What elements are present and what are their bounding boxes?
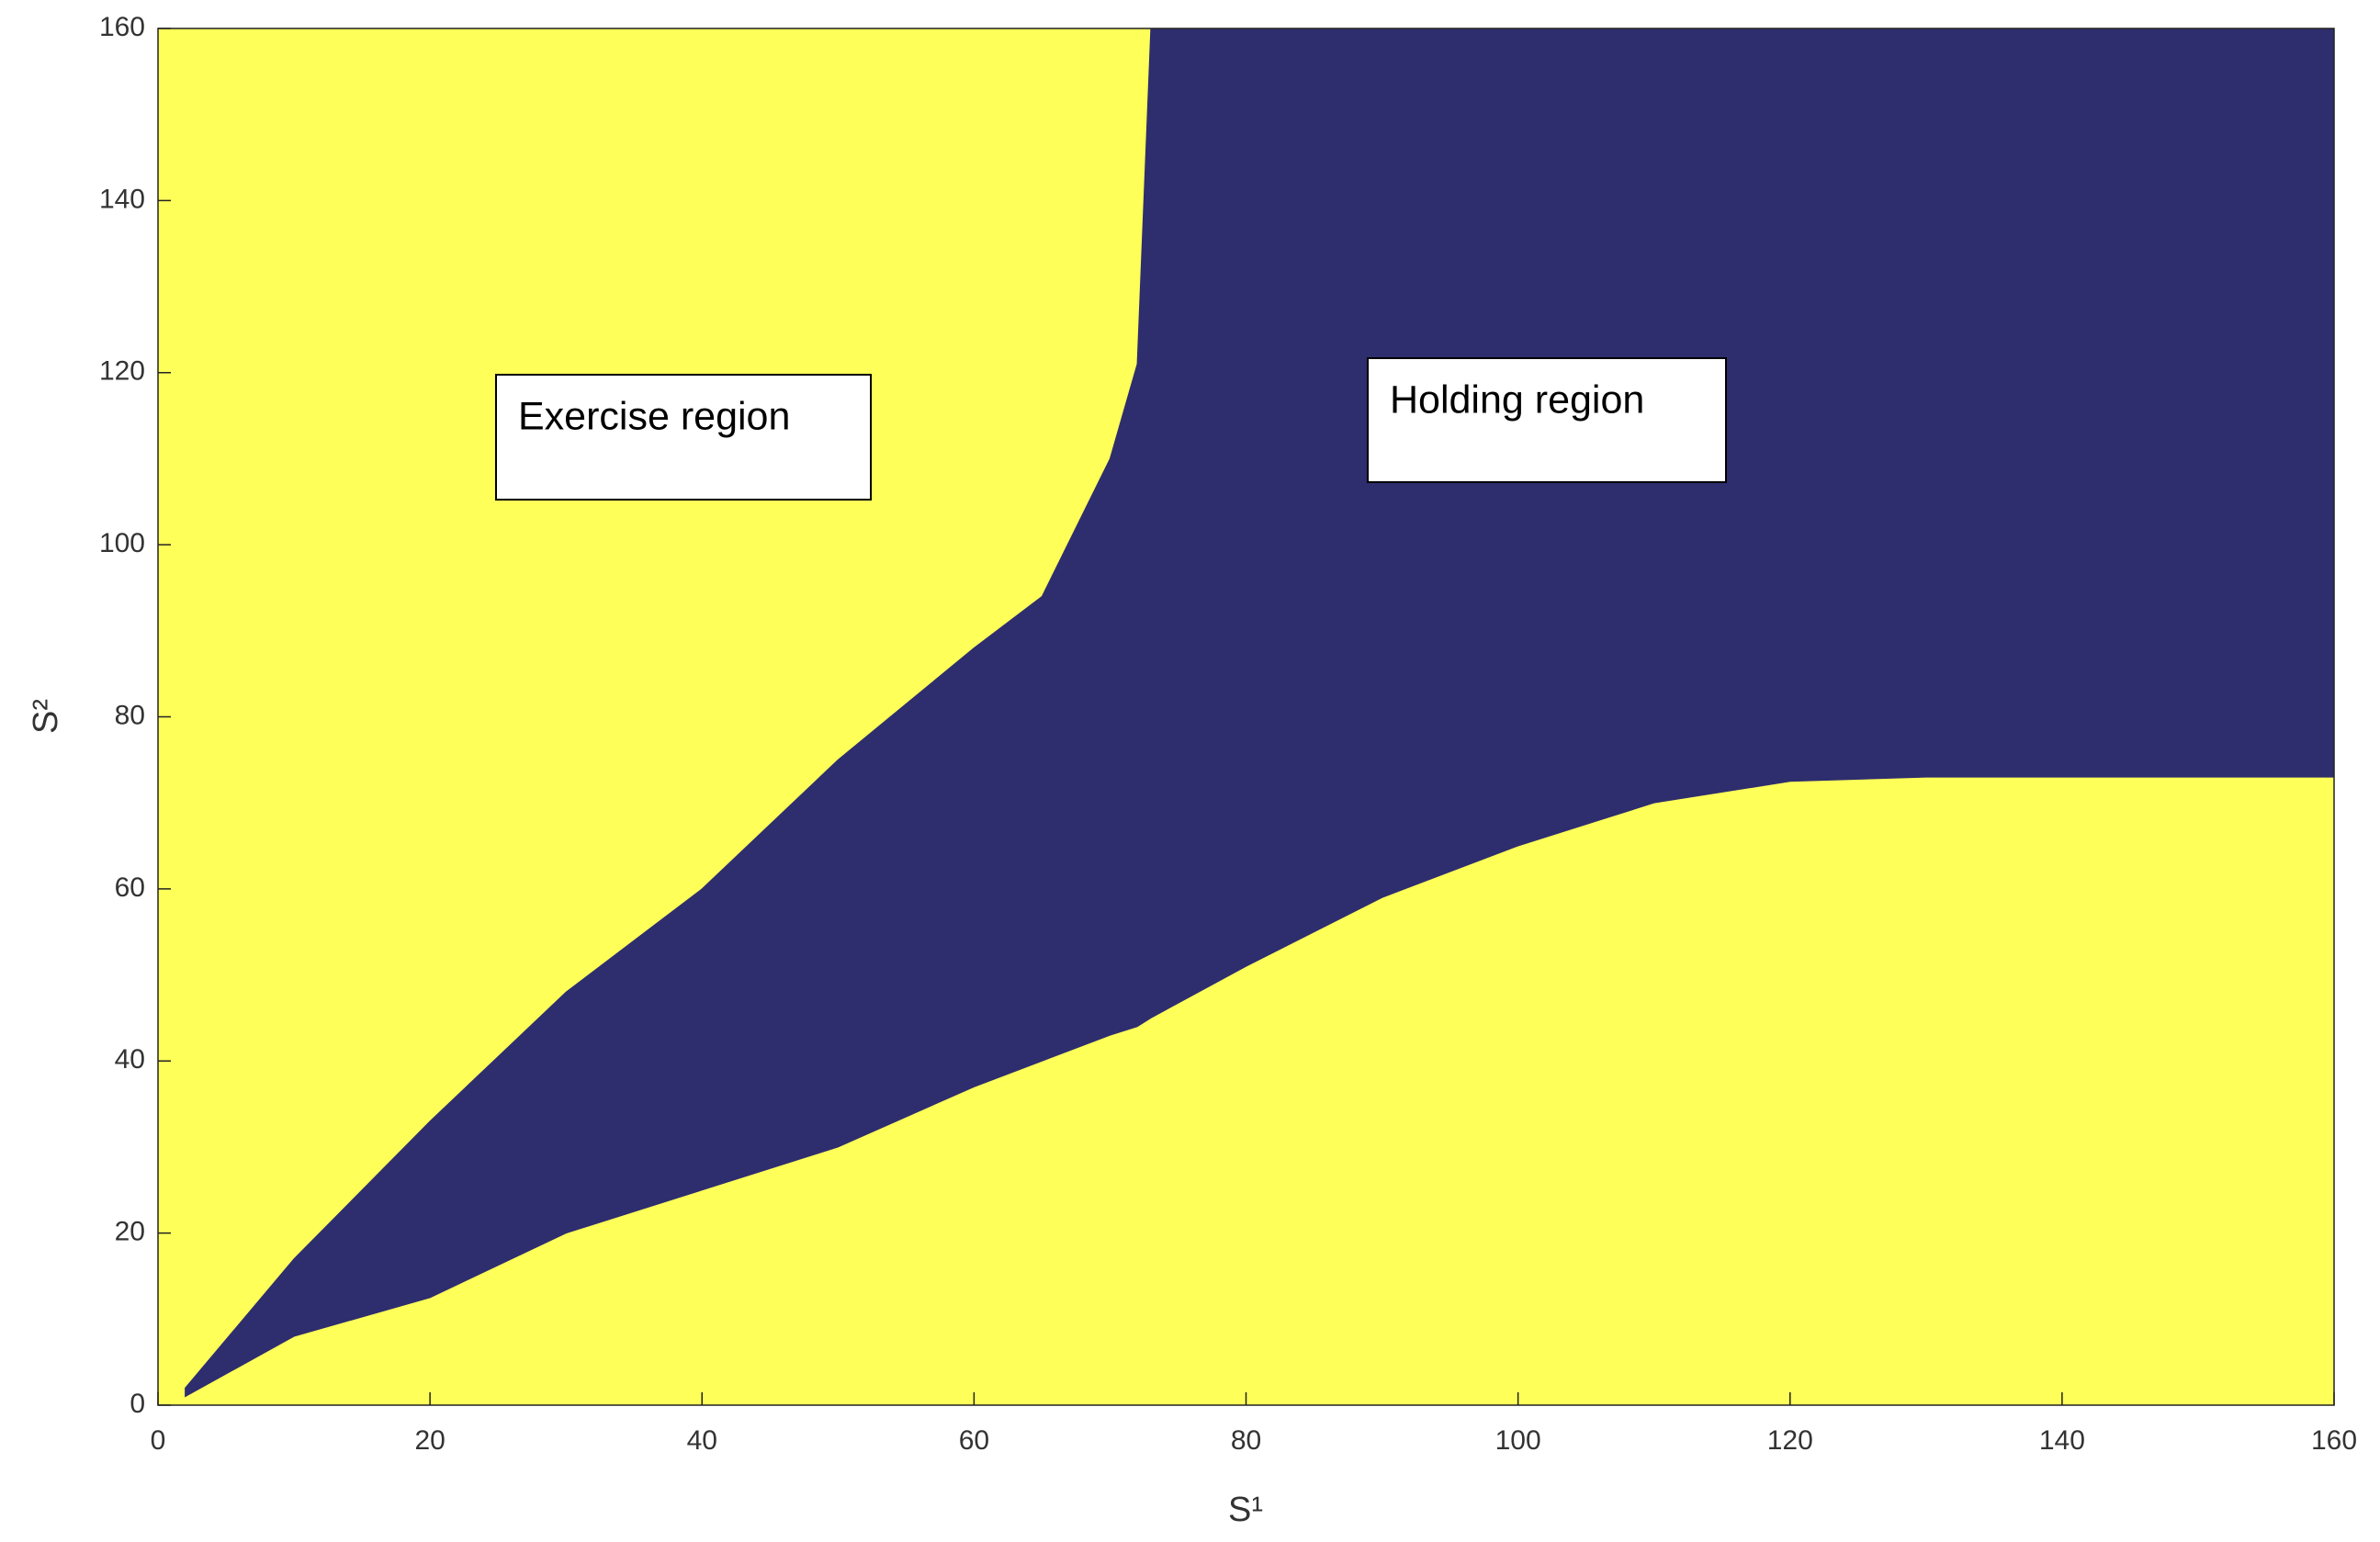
annotation-box [495, 374, 872, 501]
y-tick-label: 60 [115, 872, 145, 903]
x-tick-label: 40 [687, 1425, 717, 1456]
annotation: Holding region [1390, 377, 1644, 422]
y-tick-label: 160 [99, 12, 145, 42]
annotation: Exercise region [518, 394, 790, 438]
axes-frame [157, 28, 2335, 1406]
y-tick-label: 40 [115, 1044, 145, 1075]
x-tick-label: 80 [1231, 1425, 1261, 1456]
annotation-box [1367, 357, 1727, 483]
y-tick-label: 80 [115, 700, 145, 730]
x-tick-label: 20 [414, 1425, 445, 1456]
y-axis-label: S² [27, 699, 65, 734]
x-tick-label: 120 [1767, 1425, 1813, 1456]
y-tick-label: 140 [99, 184, 145, 214]
x-tick-label: 140 [2039, 1425, 2085, 1456]
x-tick-label: 100 [1495, 1425, 1541, 1456]
y-tick-label: 120 [99, 356, 145, 387]
x-axis-label: S¹ [1228, 1491, 1263, 1529]
x-tick-label: 60 [959, 1425, 989, 1456]
y-tick-label: 100 [99, 528, 145, 558]
y-tick-label: 20 [115, 1217, 145, 1247]
x-tick-label: 160 [2311, 1425, 2357, 1456]
y-tick-label: 0 [130, 1389, 145, 1419]
x-tick-label: 0 [151, 1425, 166, 1456]
